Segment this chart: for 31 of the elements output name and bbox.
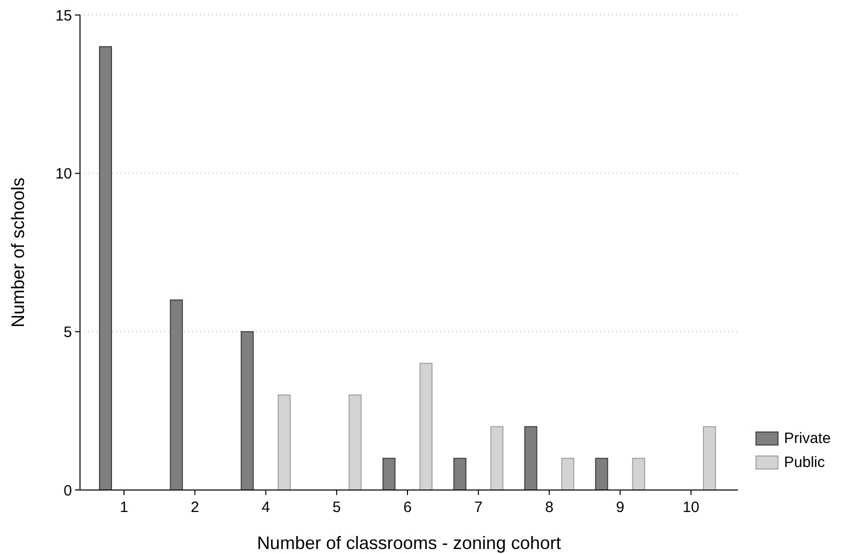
x-tick-label: 1 xyxy=(120,499,128,516)
y-tick-label: 0 xyxy=(64,482,72,500)
legend-label: Private xyxy=(784,430,831,447)
bar xyxy=(490,426,504,490)
x-tick-label: 2 xyxy=(190,499,200,516)
x-axis-title: Number of classrooms - zoning cohort xyxy=(256,533,562,553)
y-axis-title: Number of schools xyxy=(8,177,28,328)
x-tick-label: 4 xyxy=(262,499,270,516)
bar xyxy=(524,426,538,490)
bar xyxy=(453,458,466,490)
y-tick-label: 5 xyxy=(64,324,72,341)
bar xyxy=(382,458,396,490)
bar xyxy=(278,394,291,490)
x-tick-label: 6 xyxy=(403,499,412,516)
bar xyxy=(561,458,574,490)
x-tick-label: 9 xyxy=(616,499,624,516)
bar xyxy=(703,426,716,490)
x-tick-label: 7 xyxy=(474,499,483,516)
bar xyxy=(348,394,362,490)
bar xyxy=(240,331,254,490)
bar xyxy=(99,46,112,490)
bar xyxy=(420,362,432,490)
bar xyxy=(595,458,608,490)
x-tick-label: 5 xyxy=(332,499,341,516)
legend-label: Public xyxy=(784,454,826,471)
y-tick-label: 15 xyxy=(55,7,72,24)
y-tick-label: 10 xyxy=(55,166,72,183)
x-tick-label: 10 xyxy=(682,499,700,516)
bar xyxy=(170,300,183,490)
bar xyxy=(632,458,646,490)
x-tick-label: 8 xyxy=(545,499,554,516)
